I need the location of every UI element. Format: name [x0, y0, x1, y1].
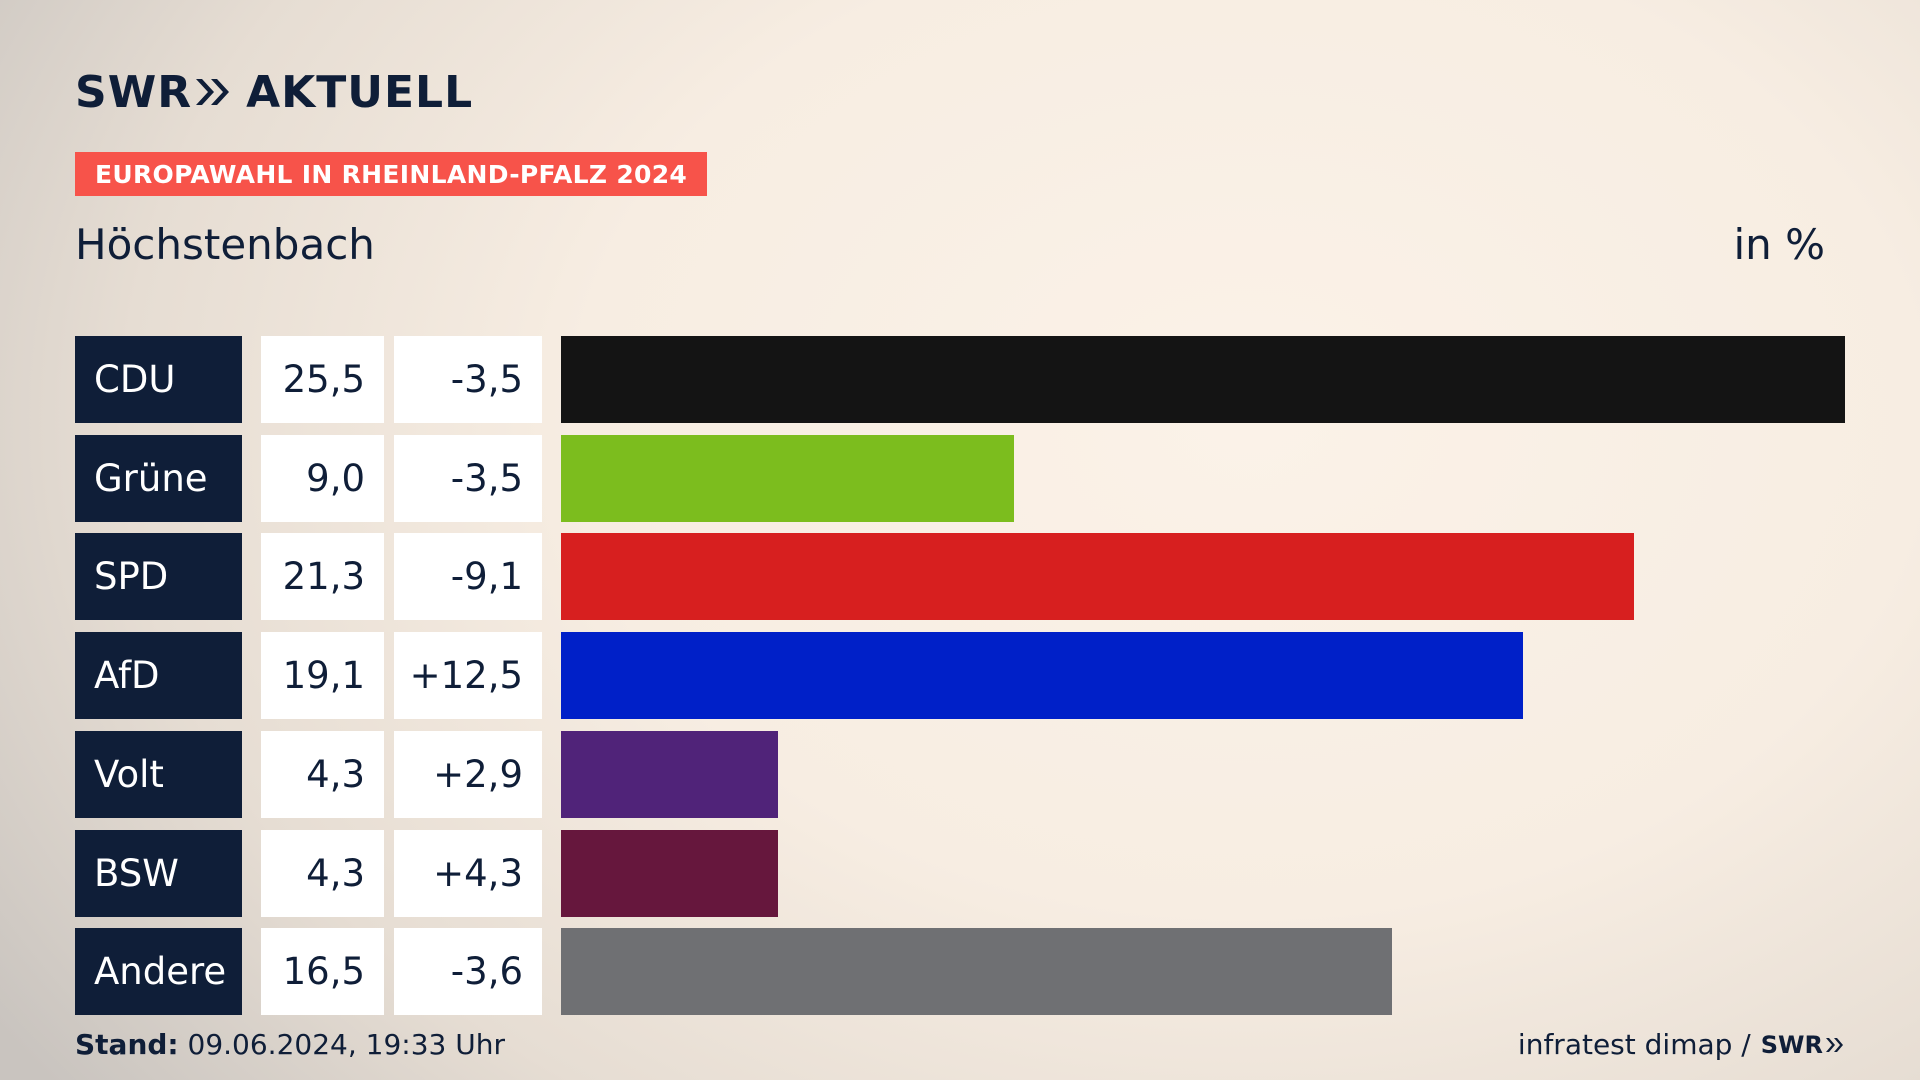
- bar-spd: [561, 533, 1634, 621]
- timestamp: Stand: 09.06.2024, 19:33 Uhr: [75, 1028, 505, 1061]
- vote-share-value: 9,0: [261, 434, 384, 522]
- source-credit: infratest dimap / SWR: [1518, 1028, 1845, 1061]
- bar-cdu: [561, 336, 1845, 423]
- page-title: Höchstenbach: [75, 220, 375, 269]
- party-label: BSW: [75, 829, 242, 917]
- bar-andere: [561, 928, 1392, 1016]
- bar-afd: [561, 632, 1523, 720]
- vote-share-value: 19,1: [261, 632, 384, 720]
- swr-small-logo: SWR: [1761, 1031, 1845, 1059]
- party-label: AfD: [75, 632, 242, 720]
- chart-row: CDU 25,5 -3,5: [75, 336, 1845, 423]
- stand-value: 09.06.2024, 19:33 Uhr: [178, 1028, 505, 1061]
- vote-share-value: 4,3: [261, 829, 384, 917]
- chart-row: Andere 16,5 -3,6: [75, 928, 1845, 1016]
- vote-change-value: +4,3: [394, 829, 542, 917]
- swr-small-logo-text: SWR: [1760, 1030, 1823, 1059]
- election-badge: EUROPAWAHL IN RHEINLAND-PFALZ 2024: [75, 152, 708, 196]
- vote-change-value: +12,5: [394, 632, 542, 720]
- party-label: Volt: [75, 730, 242, 818]
- vote-change-value: -3,5: [394, 336, 542, 423]
- party-label: CDU: [75, 336, 242, 423]
- logo-aktuell-text: AKTUELL: [246, 66, 474, 118]
- party-label: Andere: [75, 928, 242, 1016]
- chart-row: Grüne 9,0 -3,5: [75, 434, 1845, 522]
- double-chevron-icon: [194, 76, 232, 108]
- vote-change-value: -9,1: [394, 533, 542, 621]
- vote-change-value: -3,6: [394, 928, 542, 1016]
- vote-share-value: 21,3: [261, 533, 384, 621]
- chart-row: AfD 19,1 +12,5: [75, 632, 1845, 720]
- vote-share-value: 4,3: [261, 730, 384, 818]
- vote-change-value: +2,9: [394, 730, 542, 818]
- bar-volt: [561, 730, 778, 818]
- unit-label: in %: [1733, 220, 1825, 269]
- source-text: infratest dimap /: [1517, 1028, 1751, 1061]
- chart-row: SPD 21,3 -9,1: [75, 533, 1845, 621]
- party-label: Grüne: [75, 434, 242, 522]
- party-label: SPD: [75, 533, 242, 621]
- swr-aktuell-logo: SWR AKTUELL: [75, 66, 473, 118]
- chart-row: BSW 4,3 +4,3: [75, 829, 1845, 917]
- vote-share-value: 25,5: [261, 336, 384, 423]
- bar-grüne: [561, 434, 1015, 522]
- bar-bsw: [561, 829, 778, 917]
- vote-change-value: -3,5: [394, 434, 542, 522]
- logo-swr-text: SWR: [75, 66, 193, 118]
- small-chevron-icon: [1826, 1037, 1843, 1052]
- vote-share-value: 16,5: [261, 928, 384, 1016]
- chart-row: Volt 4,3 +2,9: [75, 730, 1845, 818]
- stand-label: Stand:: [75, 1028, 179, 1061]
